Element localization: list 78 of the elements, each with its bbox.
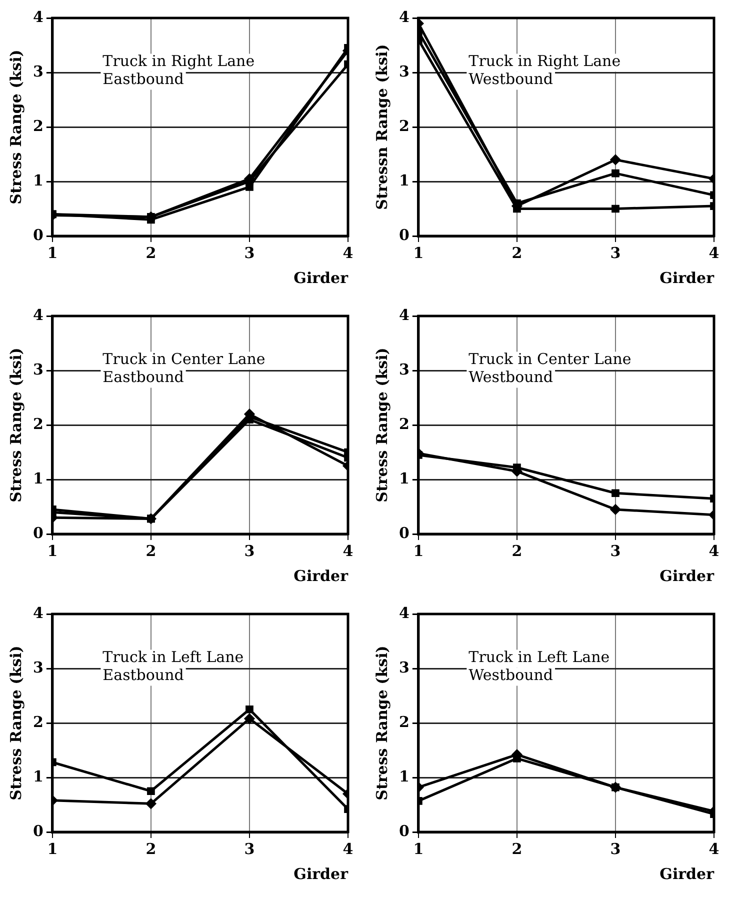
annotation: Westbound <box>468 70 554 88</box>
x-tick-label: 4 <box>708 542 720 560</box>
y-tick-label: 0 <box>33 822 44 840</box>
x-axis-title: Girder <box>660 268 716 287</box>
annotation: Truck in Right Lane <box>102 52 255 70</box>
annotation: Truck in Center Lane <box>468 350 632 368</box>
annotation: Truck in Left Lane <box>468 648 610 666</box>
y-tick-label: 0 <box>33 524 44 542</box>
y-tick-label: 4 <box>399 8 410 26</box>
annotation: Eastbound <box>102 666 184 684</box>
annotation: Truck in Left Lane <box>102 648 244 666</box>
y-tick-label: 2 <box>33 414 44 433</box>
y-tick-label: 3 <box>399 360 410 378</box>
y-tick-label: 4 <box>33 604 44 622</box>
x-tick-label: 3 <box>610 244 621 262</box>
y-tick-label: 1 <box>33 767 44 786</box>
x-tick-label: 3 <box>244 244 255 262</box>
y-tick-label: 0 <box>399 226 410 244</box>
annotation: Westbound <box>468 666 554 684</box>
y-tick-label: 4 <box>399 306 410 324</box>
y-axis-title: Stress Range (ksi) <box>6 50 25 204</box>
y-tick-label: 2 <box>399 414 410 433</box>
y-tick-label: 0 <box>399 524 410 542</box>
y-axis-title: Stressn Range (ksi) <box>372 44 391 210</box>
x-tick-label: 2 <box>146 840 156 858</box>
x-axis-title: Girder <box>294 268 350 287</box>
x-tick-label: 4 <box>708 840 720 858</box>
y-tick-label: 3 <box>399 658 410 676</box>
x-tick-label: 3 <box>610 840 621 858</box>
y-tick-label: 3 <box>33 360 44 378</box>
y-tick-label: 1 <box>399 469 410 488</box>
y-tick-label: 3 <box>33 62 44 80</box>
x-axis-title: Girder <box>294 864 350 883</box>
y-tick-label: 1 <box>33 469 44 488</box>
y-axis-title: Stress Range (ksi) <box>6 348 25 502</box>
x-axis-title: Girder <box>660 566 716 585</box>
y-tick-label: 2 <box>399 712 410 731</box>
y-axis-title: Stress Range (ksi) <box>6 646 25 800</box>
x-tick-label: 1 <box>413 244 424 262</box>
x-tick-label: 1 <box>413 542 424 560</box>
y-axis-title: Stress Range (ksi) <box>372 348 391 502</box>
y-tick-label: 4 <box>33 8 44 26</box>
y-tick-label: 0 <box>33 226 44 244</box>
y-tick-label: 4 <box>399 604 410 622</box>
annotation: Truck in Center Lane <box>102 350 266 368</box>
x-axis-title: Girder <box>294 566 350 585</box>
x-tick-label: 2 <box>146 244 156 262</box>
x-tick-label: 4 <box>708 244 720 262</box>
x-tick-label: 3 <box>244 840 255 858</box>
y-tick-label: 3 <box>33 658 44 676</box>
y-tick-label: 2 <box>33 116 44 135</box>
y-axis-title: Stress Range (ksi) <box>372 646 391 800</box>
x-tick-label: 1 <box>47 244 58 262</box>
annotation: Truck in Right Lane <box>468 52 621 70</box>
y-tick-label: 3 <box>399 62 410 80</box>
x-tick-label: 2 <box>512 542 522 560</box>
y-tick-label: 0 <box>399 822 410 840</box>
y-tick-label: 2 <box>33 712 44 731</box>
x-tick-label: 2 <box>512 840 522 858</box>
x-axis-title: Girder <box>660 864 716 883</box>
x-tick-label: 3 <box>610 542 621 560</box>
x-tick-label: 3 <box>244 542 255 560</box>
x-tick-label: 4 <box>342 840 354 858</box>
y-tick-label: 1 <box>33 171 44 190</box>
x-tick-label: 4 <box>342 244 354 262</box>
x-tick-label: 1 <box>47 840 58 858</box>
annotation: Westbound <box>468 368 554 386</box>
annotation: Eastbound <box>102 368 184 386</box>
x-tick-label: 2 <box>512 244 522 262</box>
x-tick-label: 1 <box>47 542 58 560</box>
x-tick-label: 2 <box>146 542 156 560</box>
x-tick-label: 4 <box>342 542 354 560</box>
y-tick-label: 1 <box>399 171 410 190</box>
y-tick-label: 1 <box>399 767 410 786</box>
y-tick-label: 2 <box>399 116 410 135</box>
y-tick-label: 4 <box>33 306 44 324</box>
x-tick-label: 1 <box>413 840 424 858</box>
annotation: Eastbound <box>102 70 184 88</box>
